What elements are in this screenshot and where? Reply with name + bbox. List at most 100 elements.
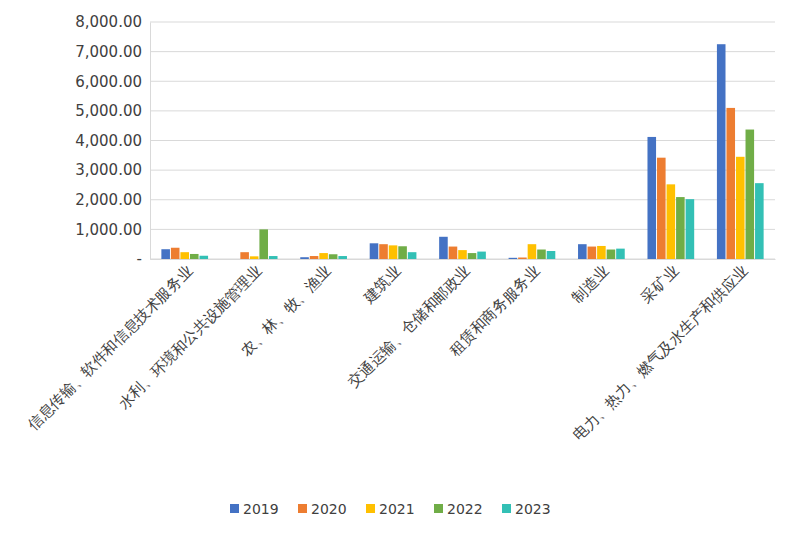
bars xyxy=(161,44,763,259)
bar xyxy=(319,253,328,259)
y-axis: - 1,000.00 2,000.00 3,000.00 4,000.00 5,000.0… xyxy=(75,13,150,268)
bar xyxy=(300,257,309,259)
bar xyxy=(686,199,695,259)
x-tick-label: 电力、热力、燃气及水生产和供应业 xyxy=(569,262,751,444)
bar xyxy=(199,256,208,259)
x-tick-label: 水利、环境和公共设施管理业 xyxy=(115,262,266,413)
grid-line xyxy=(150,81,775,82)
bar xyxy=(338,256,347,259)
bar xyxy=(310,256,319,259)
x-tick: 电力、热力、燃气及水生产和供应业 xyxy=(569,259,751,444)
bar xyxy=(329,254,338,259)
x-axis-line xyxy=(151,259,776,260)
bar xyxy=(389,245,398,259)
x-tick-label: 农、林、牧、渔业 xyxy=(237,262,335,360)
series xyxy=(199,183,763,259)
bar xyxy=(726,108,735,259)
y-tick: 4,000.00 xyxy=(75,132,150,150)
x-tick: 租赁和商务服务业 xyxy=(446,259,544,359)
bar xyxy=(657,158,666,259)
bar xyxy=(449,247,458,259)
grid-line xyxy=(150,170,775,171)
bar xyxy=(190,254,199,259)
grid-line xyxy=(150,51,775,52)
y-tick-label: - xyxy=(137,250,142,268)
grid-line xyxy=(150,22,775,23)
bar xyxy=(259,229,268,259)
bar xyxy=(676,197,685,259)
legend-label: 2022 xyxy=(447,501,483,517)
y-tick: - xyxy=(137,250,150,268)
bar xyxy=(171,248,180,259)
bar xyxy=(746,130,755,259)
bar xyxy=(439,237,448,259)
x-tick: 水利、环境和公共设施管理业 xyxy=(115,259,266,412)
bar xyxy=(250,256,259,259)
y-tick: 5,000.00 xyxy=(75,102,150,120)
plot: - 1,000.00 2,000.00 3,000.00 4,000.00 5,000.0… xyxy=(24,13,775,444)
y-tick: 3,000.00 xyxy=(75,161,150,179)
bar xyxy=(269,256,278,259)
bar xyxy=(408,252,417,259)
x-tick: 农、林、牧、渔业 xyxy=(237,259,335,359)
legend-item: 2019 xyxy=(230,501,279,517)
bar xyxy=(616,249,625,259)
grid-line xyxy=(150,140,775,141)
y-tick: 6,000.00 xyxy=(75,73,150,91)
legend-item: 2020 xyxy=(298,501,347,517)
legend-swatch xyxy=(298,504,307,513)
x-tick: 采矿业 xyxy=(638,259,683,306)
x-tick-label: 采矿业 xyxy=(638,262,683,307)
bar xyxy=(161,249,170,259)
y-tick-label: 4,000.00 xyxy=(75,132,142,150)
x-tick: 建筑业 xyxy=(359,259,404,307)
y-axis-line xyxy=(150,23,151,260)
bar xyxy=(607,250,616,259)
x-tick-label: 租赁和商务服务业 xyxy=(446,262,544,360)
chart: - 1,000.00 2,000.00 3,000.00 4,000.00 5,000.0… xyxy=(0,0,800,535)
legend: 2019 2020 2021 2022 2023 xyxy=(230,501,551,517)
legend-label: 2020 xyxy=(311,501,347,517)
y-tick-label: 3,000.00 xyxy=(75,161,142,179)
y-tick: 1,000.00 xyxy=(75,221,150,239)
y-tick-label: 6,000.00 xyxy=(75,73,142,91)
x-tick-label: 交通运输、仓储和邮政业 xyxy=(344,262,473,391)
legend-swatch xyxy=(434,504,443,513)
bar xyxy=(509,258,518,259)
y-tick-label: 1,000.00 xyxy=(75,221,142,239)
y-tick-label: 8,000.00 xyxy=(75,13,142,31)
bar xyxy=(647,137,656,259)
bar xyxy=(180,252,189,259)
x-tick-label: 建筑业 xyxy=(359,262,404,307)
bar xyxy=(736,157,745,259)
x-tick: 制造业 xyxy=(568,259,613,306)
y-tick-label: 2,000.00 xyxy=(75,191,142,209)
legend-swatch xyxy=(366,504,375,513)
bar xyxy=(755,183,764,259)
bar xyxy=(597,246,606,259)
bar xyxy=(588,247,597,259)
legend-label: 2019 xyxy=(243,501,279,517)
y-tick-label: 7,000.00 xyxy=(75,43,142,61)
x-axis: 信息传输、软件和信息技术服务业水利、环境和公共设施管理业农、林、牧、渔业建筑业交… xyxy=(24,259,775,444)
series xyxy=(180,157,744,259)
legend-swatch xyxy=(230,504,239,513)
bar xyxy=(528,244,537,259)
y-tick: 7,000.00 xyxy=(75,43,150,61)
bar xyxy=(379,244,388,259)
bar xyxy=(468,253,477,259)
bar xyxy=(370,243,379,259)
series xyxy=(161,44,725,259)
bar xyxy=(231,259,240,260)
x-tick-label: 制造业 xyxy=(568,262,613,307)
legend-item: 2023 xyxy=(502,501,551,517)
legend-swatch xyxy=(502,504,511,513)
y-tick-label: 5,000.00 xyxy=(75,102,142,120)
bar xyxy=(547,251,556,259)
legend-label: 2021 xyxy=(379,501,415,517)
series xyxy=(171,108,735,259)
bar xyxy=(240,252,249,259)
bar xyxy=(398,246,407,259)
bar xyxy=(717,44,726,259)
bar xyxy=(458,250,467,259)
